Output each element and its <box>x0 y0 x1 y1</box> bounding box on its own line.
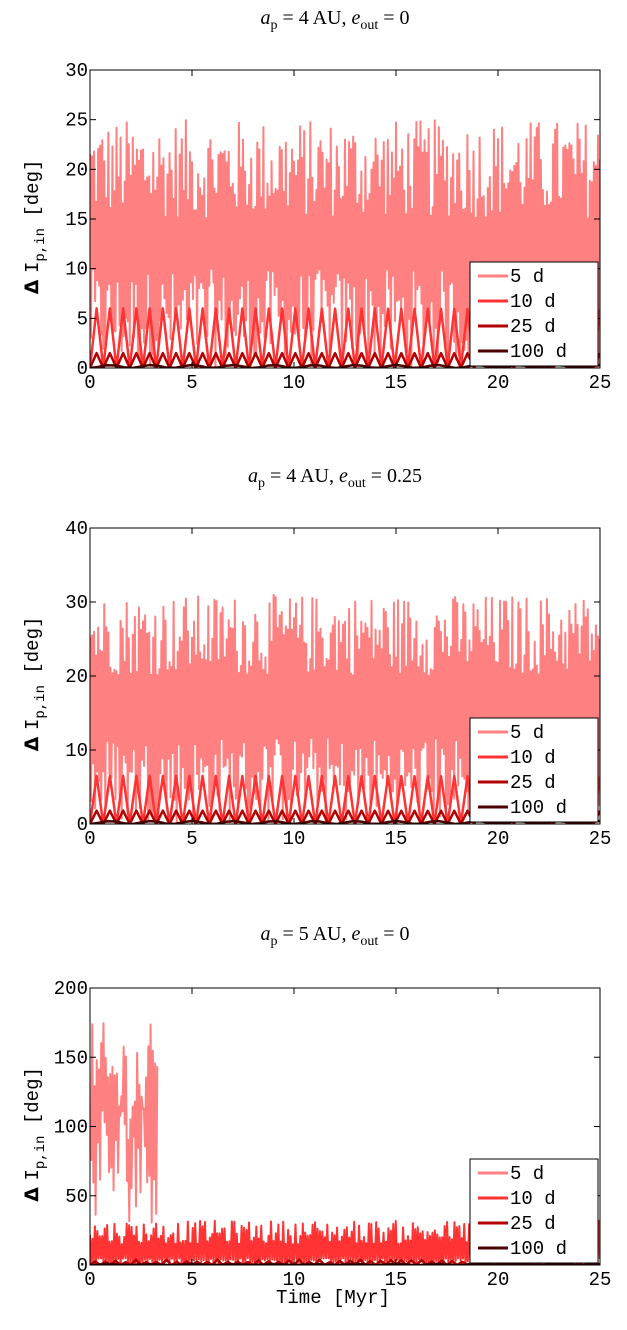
chart-title: ap = 4 AU, eout = 0 <box>260 7 409 33</box>
y-tick-label: 20 <box>65 666 88 688</box>
y-tick-label: 150 <box>54 1047 88 1069</box>
y-tick-label: 0 <box>77 1255 88 1277</box>
legend: 5 d 10 d 25 d 100 d <box>469 717 599 823</box>
y-tick-label: 20 <box>65 159 88 181</box>
x-tick-label: 25 <box>589 1269 612 1291</box>
y-axis-label: Δ Ip,in [deg] <box>21 617 49 752</box>
x-tick-label: 25 <box>589 828 612 850</box>
x-tick-label: 10 <box>283 372 306 394</box>
legend-label-0: 5 d <box>510 266 544 288</box>
panel-bottom: ap = 5 AU, eout = 0 0 5 10 15 20 25 0 50 100 150 20… <box>21 923 611 1309</box>
y-tick-label: 100 <box>54 1117 88 1139</box>
y-tick-label: 200 <box>54 978 88 1000</box>
legend-label-1: 10 d <box>510 291 556 313</box>
y-tick-label: 50 <box>65 1186 88 1208</box>
y-tick-label: 0 <box>77 358 88 380</box>
series-0-line <box>90 1022 159 1224</box>
x-tick-label: 20 <box>487 828 510 850</box>
x-tick-label: 0 <box>84 372 95 394</box>
legend-label-0: 5 d <box>510 1163 544 1185</box>
x-tick-label: 10 <box>283 1269 306 1291</box>
y-axis-label: Δ Ip,in [deg] <box>21 1067 49 1202</box>
y-tick-label: 30 <box>65 592 88 614</box>
x-tick-label: 15 <box>385 1269 408 1291</box>
panel-middle: ap = 4 AU, eout = 0.25 0 5 10 15 20 25 0 10 20 30 4… <box>21 465 611 850</box>
legend-label-2: 25 d <box>510 316 556 338</box>
legend: 5 d 10 d 25 d 100 d <box>469 1158 599 1264</box>
legend-label-2: 25 d <box>510 1213 556 1235</box>
x-tick-label: 0 <box>84 1269 95 1291</box>
legend-label-3: 100 d <box>510 1238 567 1260</box>
legend: 5 d 10 d 25 d 100 d <box>469 261 599 367</box>
legend-label-1: 10 d <box>510 1188 556 1210</box>
legend-label-1: 10 d <box>510 747 556 769</box>
x-tick-label: 25 <box>589 372 612 394</box>
legend-label-0: 5 d <box>510 722 544 744</box>
x-tick-label: 5 <box>186 1269 197 1291</box>
x-tick-label: 15 <box>385 372 408 394</box>
x-tick-label: 5 <box>186 828 197 850</box>
y-tick-label: 10 <box>65 740 88 762</box>
chart-title: ap = 5 AU, eout = 0 <box>260 923 409 949</box>
y-tick-label: 5 <box>77 308 88 330</box>
x-axis-label: Time [Myr] <box>276 1287 390 1309</box>
legend-box <box>469 717 599 823</box>
y-tick-label: 10 <box>65 259 88 281</box>
legend-label-3: 100 d <box>510 341 567 363</box>
x-tick-label: 5 <box>186 372 197 394</box>
y-tick-label: 0 <box>77 814 88 836</box>
panel-top: ap = 4 AU, eout = 0 0 5 10 15 20 25 0 5 10 15 20 25 3… <box>21 7 611 394</box>
x-tick-label: 20 <box>487 1269 510 1291</box>
y-tick-label: 40 <box>65 518 88 540</box>
y-tick-label: 25 <box>65 110 88 132</box>
legend-box <box>469 261 599 367</box>
x-tick-label: 20 <box>487 372 510 394</box>
x-tick-label: 10 <box>283 828 306 850</box>
y-tick-label: 15 <box>65 209 88 231</box>
legend-label-2: 25 d <box>510 772 556 794</box>
chart-title: ap = 4 AU, eout = 0.25 <box>248 465 422 491</box>
legend-label-3: 100 d <box>510 797 567 819</box>
x-tick-label: 0 <box>84 828 95 850</box>
x-tick-label: 15 <box>385 828 408 850</box>
y-axis-label: Δ Ip,in [deg] <box>21 160 49 295</box>
y-tick-label: 30 <box>65 60 88 82</box>
legend-box <box>469 1158 599 1264</box>
